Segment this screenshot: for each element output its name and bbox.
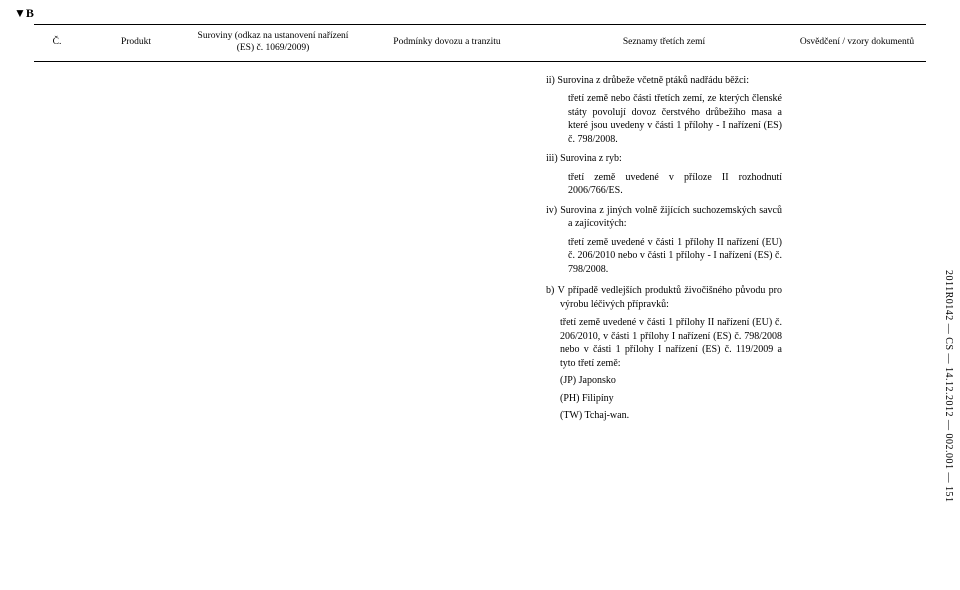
cell-number xyxy=(34,62,80,429)
cell-product xyxy=(80,62,192,429)
item-b-head: b) V případě vedlejších produktů živočiš… xyxy=(546,284,782,311)
country-jp: (JP) Japonsko xyxy=(546,374,782,388)
item-ii-body: třetí země nebo části třetích zemí, ze k… xyxy=(546,92,782,146)
table-header-row: Č. Produkt Suroviny (odkaz na ustanovení… xyxy=(34,24,926,62)
cell-third-countries: ii) Surovina z drůbeže včetně ptáků nadř… xyxy=(540,62,788,429)
regulation-table: Č. Produkt Suroviny (odkaz na ustanovení… xyxy=(34,24,926,429)
section-marker: ▼B xyxy=(14,6,34,21)
header-certificates: Osvědčení / vzory dokumentů xyxy=(788,25,926,61)
header-third-countries: Seznamy třetích zemí xyxy=(540,25,788,61)
page-footer: 2011R0142 — CS — 14.12.2012 — 002.001 — … xyxy=(943,270,954,503)
item-iii-body: třetí země uvedené v příloze II rozhodnu… xyxy=(546,171,782,198)
header-raw-materials: Suroviny (odkaz na ustanovení nařízení (… xyxy=(192,25,354,61)
item-b-body: třetí země uvedené v části 1 přílohy II … xyxy=(546,316,782,370)
item-iv-body: třetí země uvedené v části 1 přílohy II … xyxy=(546,236,782,277)
cell-conditions xyxy=(354,62,540,429)
country-ph: (PH) Filipíny xyxy=(546,392,782,406)
header-number: Č. xyxy=(34,25,80,61)
item-ii-head: ii) Surovina z drůbeže včetně ptáků nadř… xyxy=(546,74,782,88)
item-iv-head: iv) Surovina z jiných volně žijících suc… xyxy=(546,204,782,231)
table-body-row: ii) Surovina z drůbeže včetně ptáků nadř… xyxy=(34,62,926,429)
item-iii-head: iii) Surovina z ryb: xyxy=(546,152,782,166)
country-tw: (TW) Tchaj-wan. xyxy=(546,409,782,423)
header-product: Produkt xyxy=(80,25,192,61)
cell-raw-materials xyxy=(192,62,354,429)
cell-certificates xyxy=(788,62,926,429)
header-conditions: Podmínky dovozu a tranzitu xyxy=(354,25,540,61)
